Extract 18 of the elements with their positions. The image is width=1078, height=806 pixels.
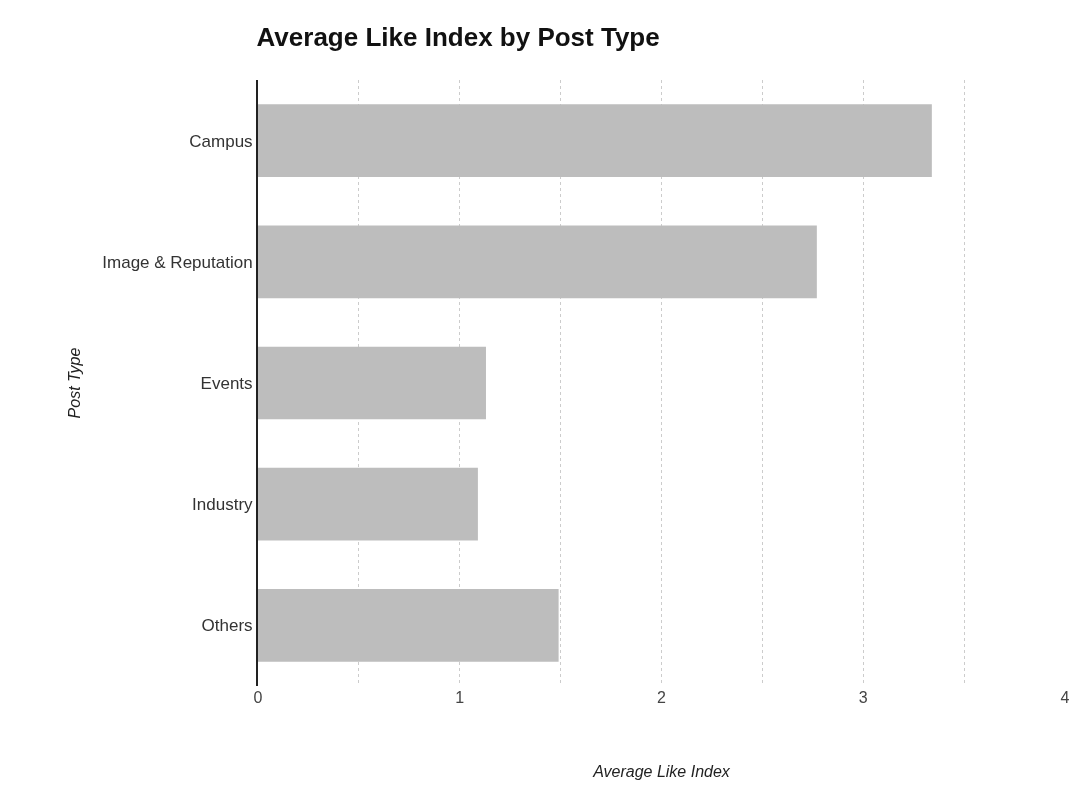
y-tick-label: Industry: [192, 495, 254, 515]
y-tick-label: Others: [201, 616, 253, 636]
y-axis-title: Post Type: [65, 347, 83, 419]
x-tick-label: 4: [1060, 689, 1070, 706]
y-tick-label: Events: [200, 373, 253, 393]
x-axis-title: Average Like Index: [592, 762, 731, 780]
y-tick-label: Image & Reputation: [102, 252, 253, 272]
x-tick-label: 2: [657, 689, 667, 706]
bar: [258, 104, 932, 177]
bar: [258, 346, 486, 420]
bar: [258, 589, 559, 662]
y-tick-label: Campus: [189, 131, 253, 151]
bar: [258, 225, 817, 299]
x-tick-label: 1: [455, 689, 465, 706]
x-tick-label: 0: [253, 689, 263, 706]
bar: [258, 467, 478, 541]
chart-title: Average Like Index by Post Type: [256, 22, 660, 53]
x-tick-label: 3: [858, 689, 868, 706]
